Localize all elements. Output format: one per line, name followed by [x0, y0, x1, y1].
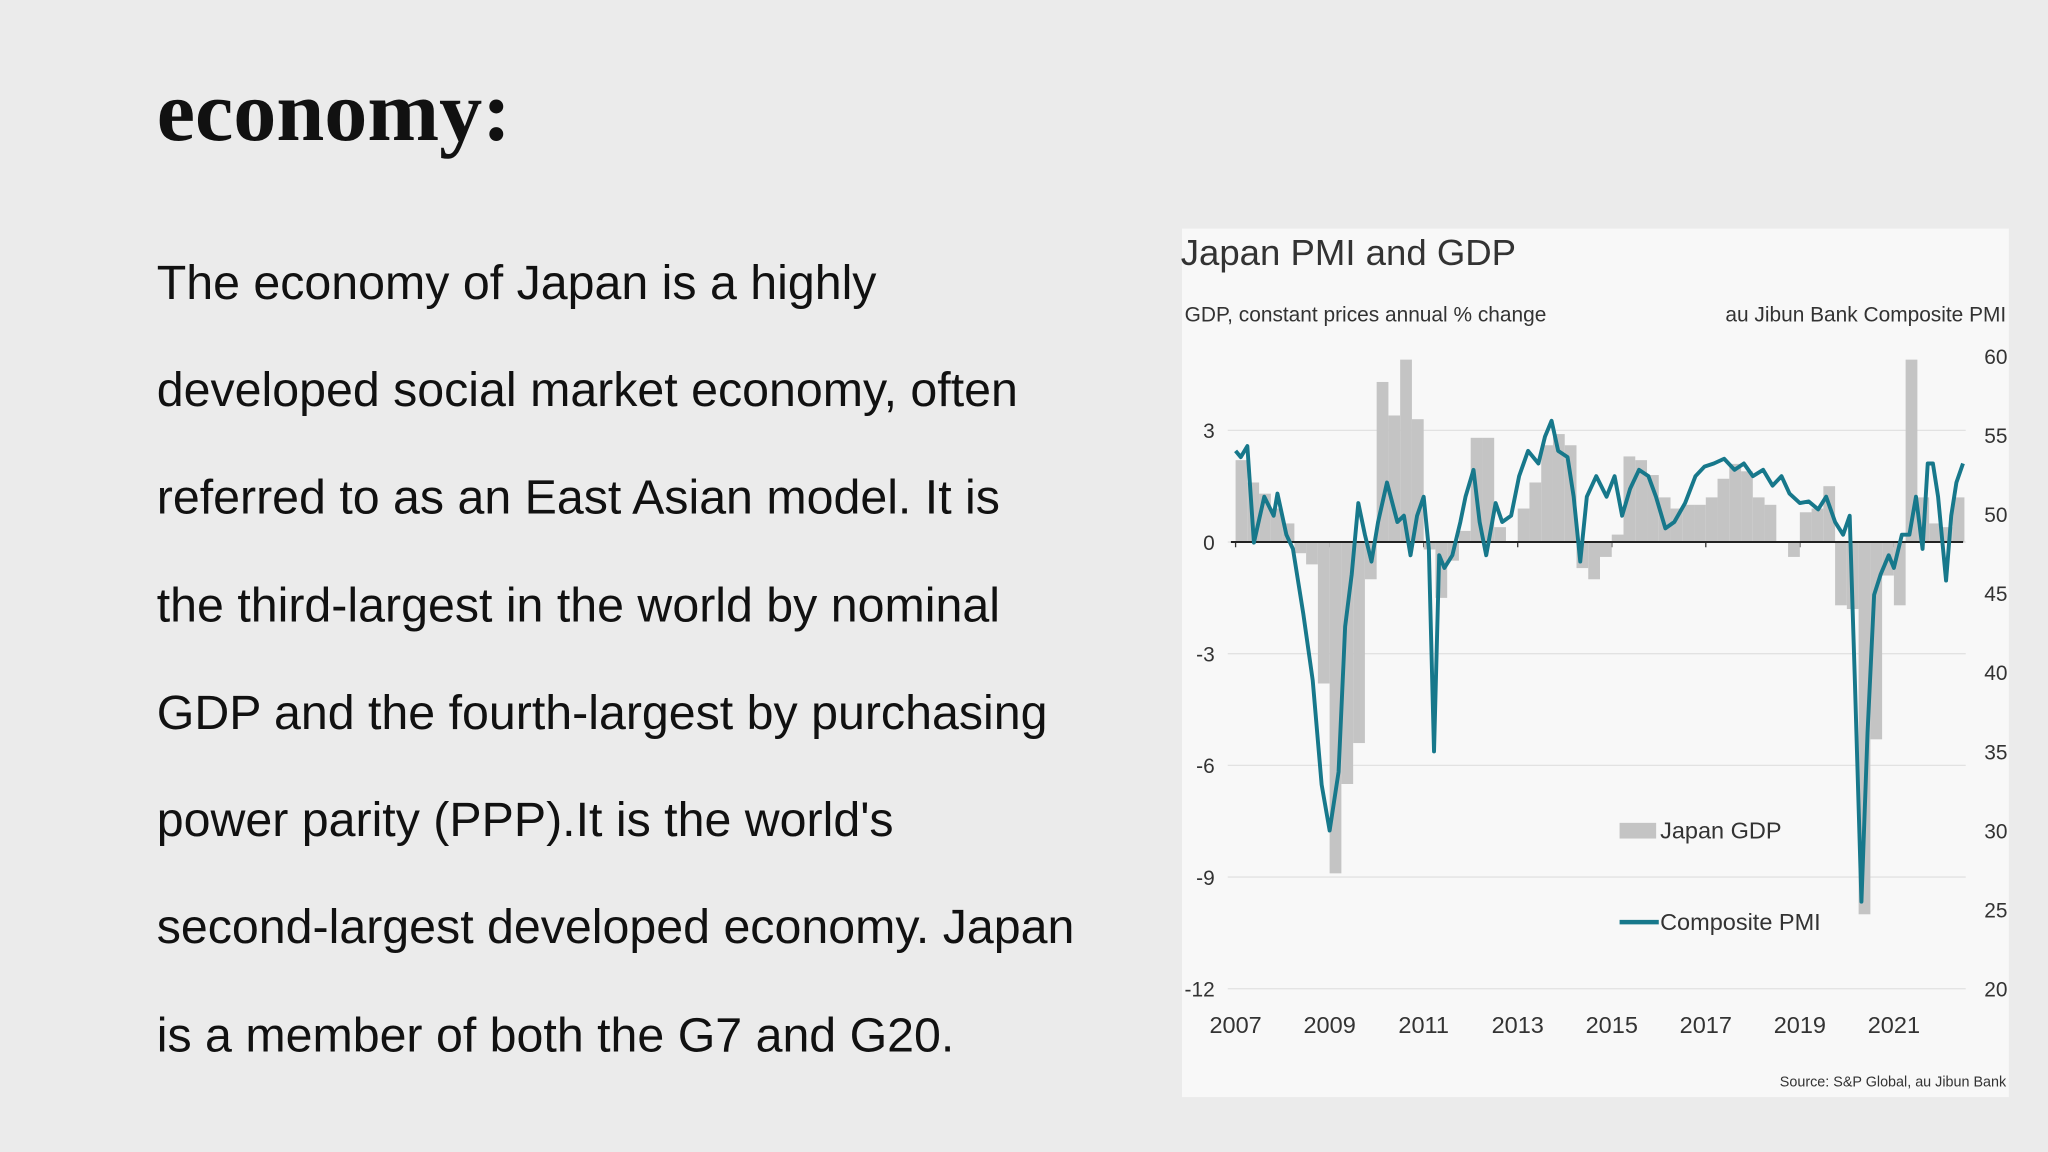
gdp-bar	[1588, 542, 1600, 580]
gdp-bar	[1329, 542, 1342, 874]
gdp-bar	[1270, 508, 1283, 543]
x-tick-label: 2011	[1398, 1012, 1449, 1038]
gdp-bar	[1670, 508, 1683, 543]
gdp-bar	[1764, 504, 1777, 543]
chart-background	[1182, 228, 2009, 1098]
body-line: the third-largest in the world by nomina…	[157, 579, 1000, 633]
x-tick-label: 2019	[1774, 1012, 1826, 1038]
x-tick-label: 2009	[1303, 1012, 1355, 1038]
gdp-bar	[1317, 542, 1330, 684]
legend-swatch	[1619, 822, 1657, 839]
body-line: second-largest developed economy. Japan	[157, 900, 1075, 954]
gdp-bar	[1458, 530, 1471, 543]
gdp-bar	[1435, 542, 1448, 598]
y-tick-label: -3	[1196, 644, 1215, 667]
gdp-bar	[1564, 445, 1577, 543]
y-tick-label: 3	[1203, 420, 1215, 443]
gdp-bar	[1893, 542, 1906, 606]
gdp-bar	[1682, 504, 1695, 543]
gdp-bar	[1388, 415, 1401, 543]
x-tick-label: 2013	[1492, 1012, 1544, 1038]
body-line: developed social market economy, often	[157, 363, 1018, 417]
gdp-bar	[1823, 486, 1836, 543]
y2-tick-label: 50	[1984, 504, 2007, 527]
y2-tick-label: 55	[1984, 425, 2007, 448]
gdp-bar	[1494, 527, 1506, 543]
gdp-bar	[1259, 493, 1271, 543]
y2-tick-label: 30	[1984, 820, 2007, 843]
gdp-bar	[1705, 497, 1718, 543]
y-tick-label: -12	[1185, 979, 1215, 1002]
pmi-line	[1234, 418, 1965, 904]
gdp-bar	[1306, 542, 1318, 565]
y-tick-label: 0	[1203, 532, 1215, 555]
gdp-bar	[1752, 497, 1765, 543]
y2-tick-label: 60	[1984, 346, 2007, 369]
y-tick-label: -6	[1196, 755, 1215, 778]
gdp-bar	[1835, 542, 1847, 606]
y2-tick-label: 45	[1984, 583, 2007, 606]
legend-label: Composite PMI	[1660, 909, 1821, 935]
gdp-bar	[1376, 381, 1389, 543]
gdp-bar	[1353, 542, 1365, 744]
legend-label: Japan GDP	[1660, 818, 1781, 844]
gdp-bar	[1788, 542, 1800, 557]
body-line: is a member of both the G7 and G20.	[157, 1008, 955, 1062]
gdp-bar	[1799, 512, 1812, 543]
gdp-bar	[1952, 497, 1965, 543]
gdp-bar	[1623, 456, 1636, 543]
gdp-bar	[1694, 504, 1706, 543]
chart-source: Source: S&P Global, au Jibun Bank	[1780, 1075, 2007, 1091]
x-tick-label: 2007	[1209, 1012, 1261, 1038]
y2-tick-label: 20	[1984, 979, 2007, 1002]
y2-tick-label: 25	[1984, 899, 2007, 922]
x-tick-label: 2017	[1680, 1012, 1732, 1038]
body-line: The economy of Japan is a highly	[157, 256, 878, 310]
gdp-bar	[1282, 523, 1295, 543]
gdp-bar	[1482, 437, 1495, 543]
y2-tick-label: 40	[1984, 662, 2007, 685]
chart: Japan PMI and GDP GDP, constant prices a…	[1181, 228, 2009, 1098]
gdp-bar	[1294, 542, 1307, 554]
gdp-bar	[1811, 508, 1824, 543]
gdp-bar	[1929, 523, 1941, 543]
gdp-bar	[1552, 434, 1565, 543]
gdp-bar	[1600, 542, 1612, 557]
x-tick-label: 2015	[1586, 1012, 1638, 1038]
gdp-bar	[1717, 478, 1730, 543]
gdp-bar	[1905, 359, 1918, 543]
y2-tick-label: 35	[1984, 741, 2007, 764]
x-tick-label: 2021	[1868, 1012, 1920, 1038]
slide-title: economy:	[157, 63, 511, 159]
y2-axis-label: au Jibun Bank Composite PMI	[1725, 303, 2006, 326]
gdp-bar	[1647, 475, 1659, 543]
gdp-bar	[1341, 542, 1354, 784]
gdp-bar	[1529, 482, 1542, 543]
body-line: power parity (PPP).It is the world's	[157, 793, 894, 847]
gdp-bar	[1635, 460, 1648, 543]
gdp-bar	[1870, 542, 1883, 740]
gdp-bar	[1541, 445, 1553, 543]
gdp-bar	[1517, 508, 1530, 543]
body-line: GDP and the fourth-largest by purchasing	[157, 686, 1048, 740]
gdp-bar	[1858, 542, 1871, 915]
gdp-bar	[1741, 471, 1753, 543]
gdp-bar	[1611, 534, 1624, 543]
gdp-bar	[1235, 460, 1248, 543]
body-line: referred to as an East Asian model. It i…	[157, 470, 1000, 524]
gdp-bar	[1940, 527, 1953, 543]
y-tick-label: -9	[1196, 867, 1215, 890]
chart-title: Japan PMI and GDP	[1181, 232, 1516, 273]
gdp-bar	[1411, 419, 1424, 543]
y-axis-label: GDP, constant prices annual % change	[1185, 303, 1547, 326]
gdp-bar	[1729, 463, 1742, 543]
gdp-bar	[1400, 359, 1412, 543]
